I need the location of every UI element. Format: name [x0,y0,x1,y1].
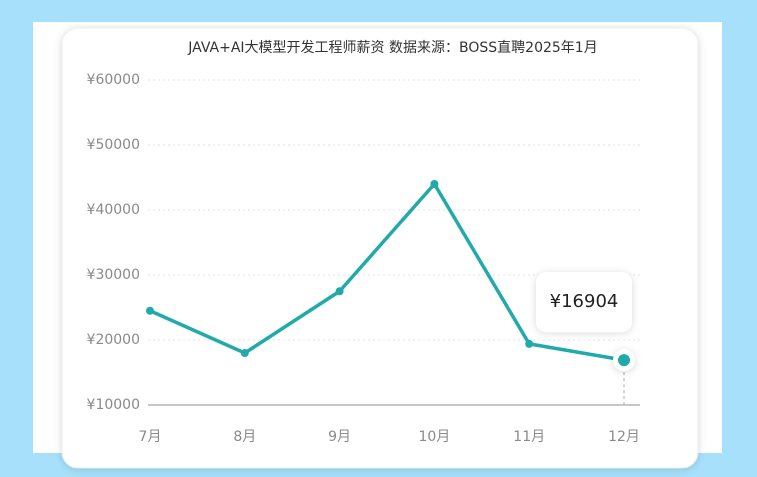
chart-title: JAVA+AI大模型开发工程师薪资 数据来源：BOSS直聘2025年1月 [187,39,597,56]
x-tick-label: 8月 [233,429,256,445]
data-point [525,339,534,348]
data-point [618,354,630,367]
series-line [149,182,625,362]
tooltip-value: ¥16904 [550,291,619,312]
x-tick-label: 12月 [608,429,640,445]
y-tick-label: ¥30000 [87,267,140,283]
data-point [430,180,439,188]
data-point [146,306,154,315]
x-tick-label: 9月 [328,429,351,445]
x-tick-label: 10月 [418,429,450,445]
y-tick-label: ¥20000 [87,332,140,348]
y-tick-label: ¥10000 [87,397,140,413]
data-point [335,287,344,296]
tooltip-box [536,272,632,333]
x-tick-label: 7月 [139,429,162,445]
data-point [240,349,249,357]
x-tick-label: 11月 [513,429,545,445]
y-tick-label: ¥50000 [87,137,140,153]
y-tick-label: ¥40000 [87,202,140,218]
y-tick-label: ¥60000 [87,72,140,88]
